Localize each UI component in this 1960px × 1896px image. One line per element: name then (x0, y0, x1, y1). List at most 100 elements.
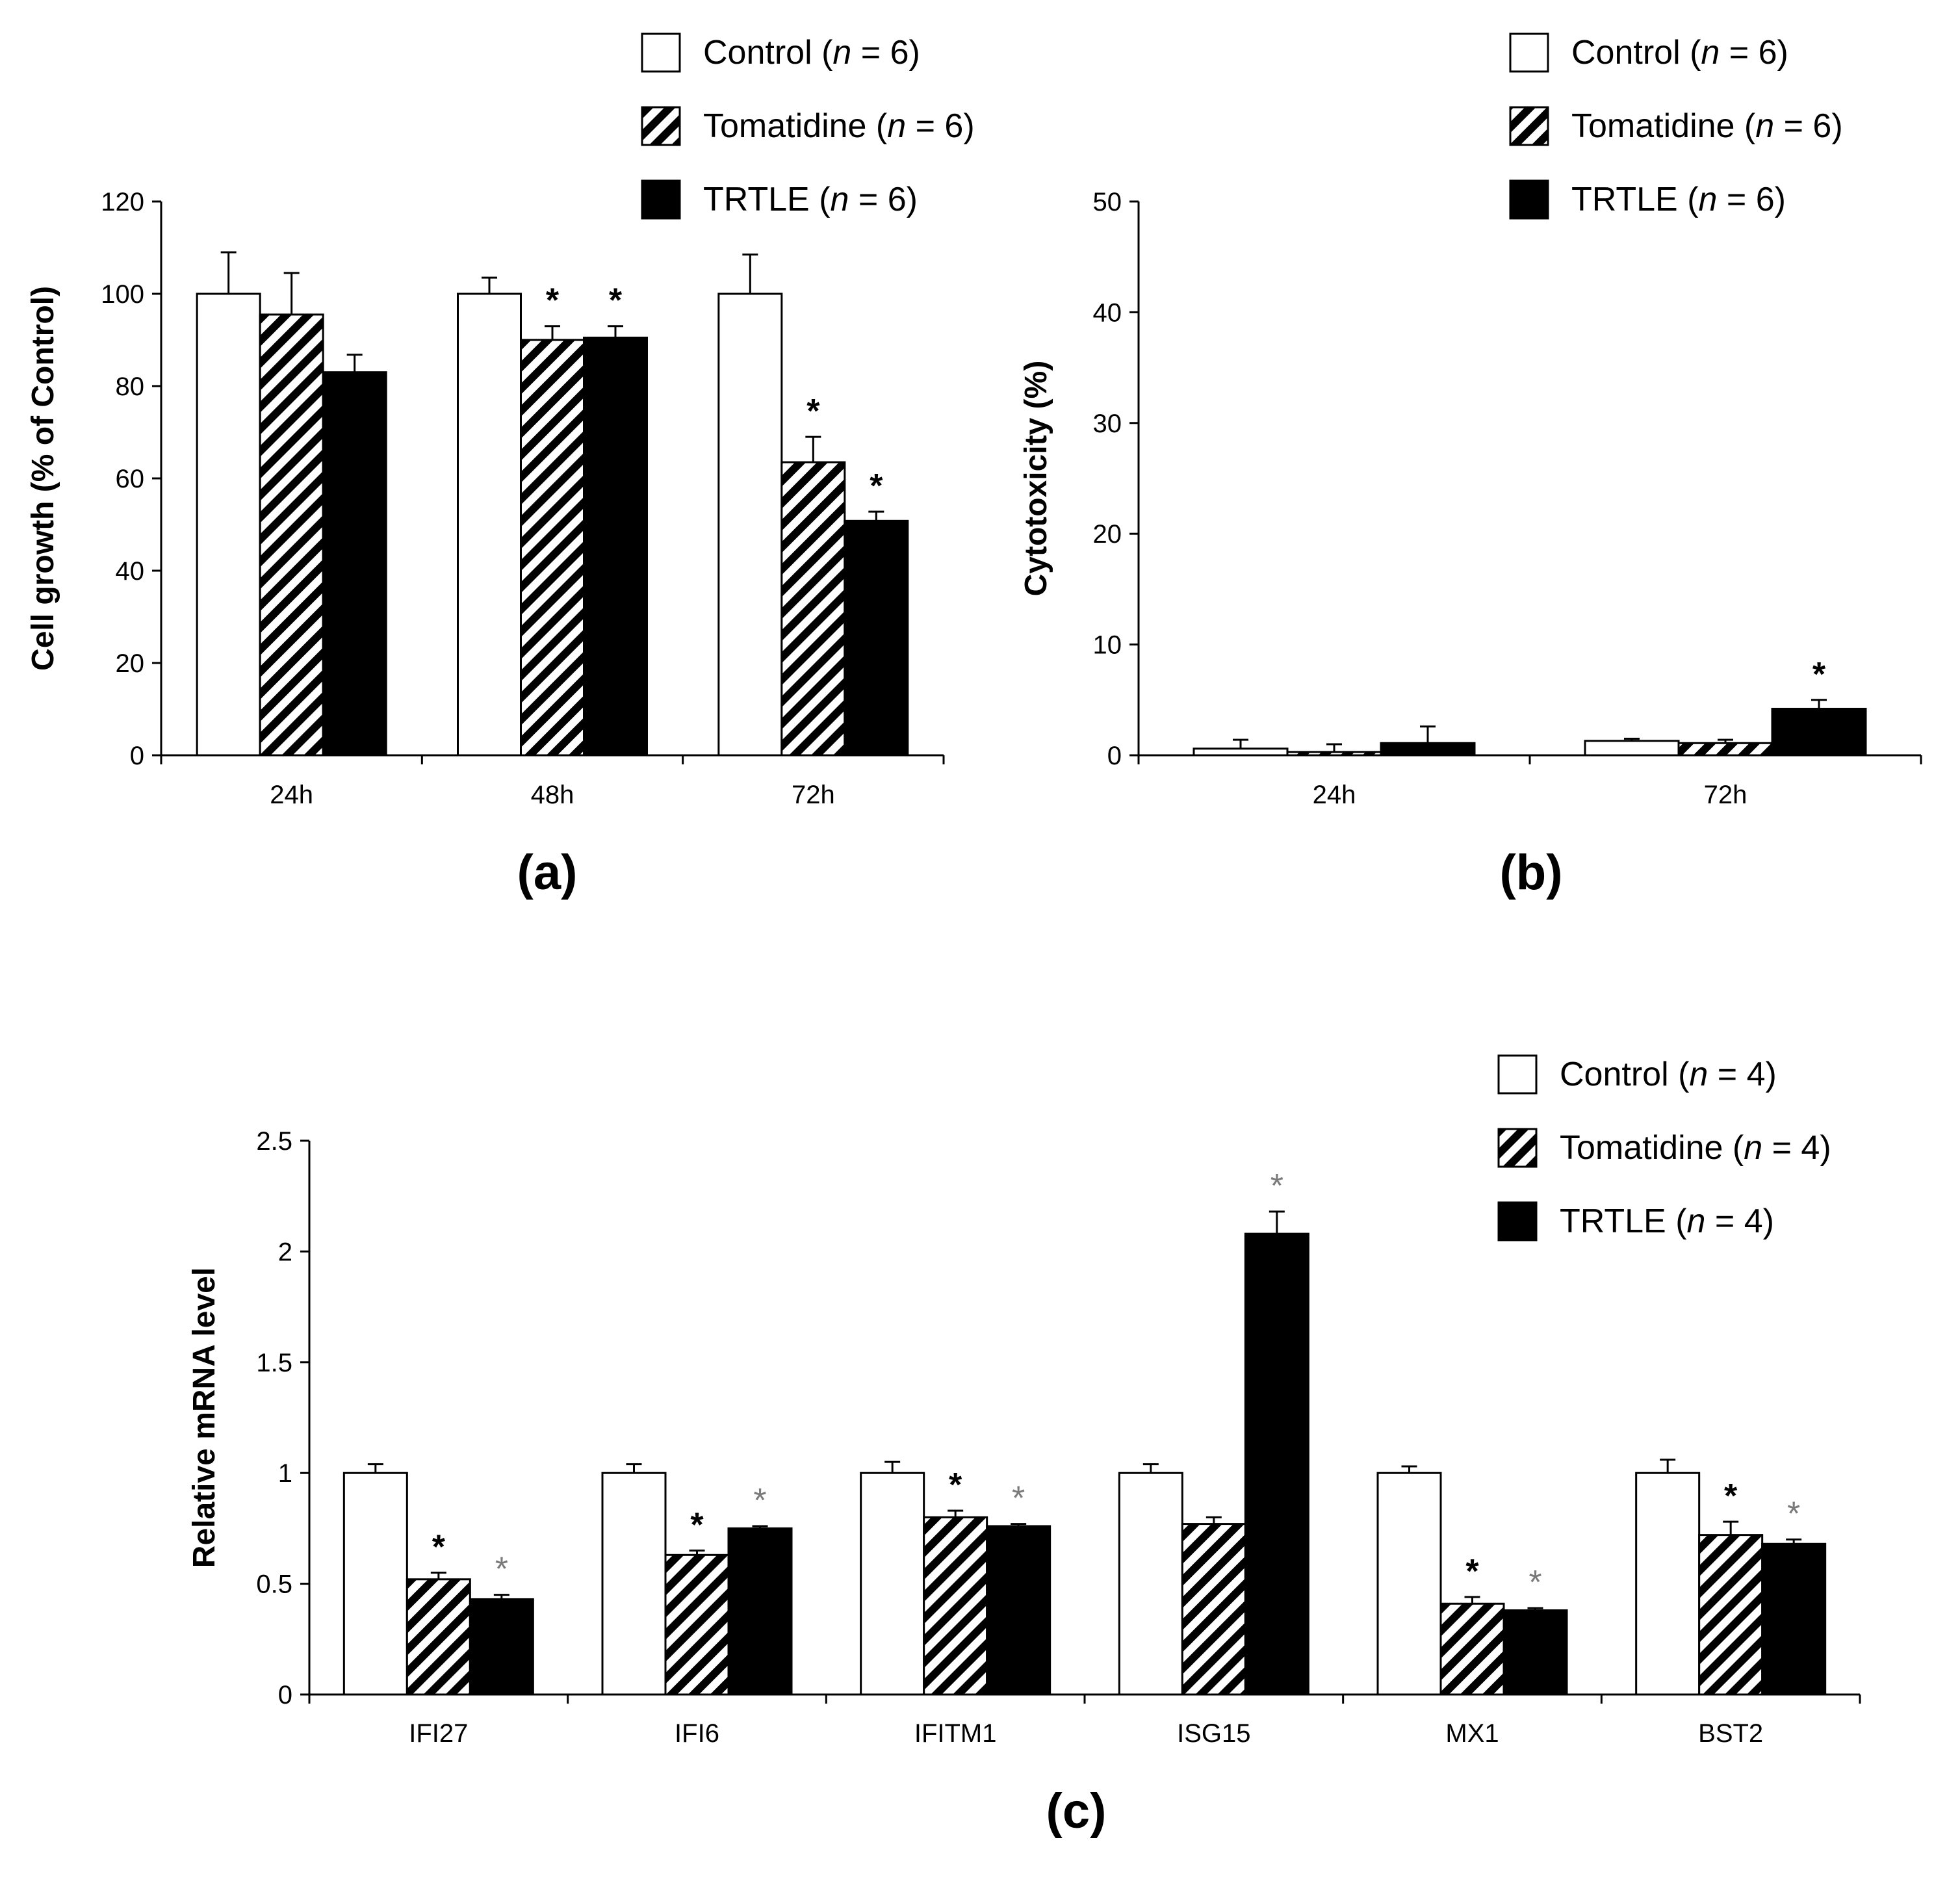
y-tick-label: 80 (116, 372, 145, 401)
bar (860, 1472, 925, 1696)
y-tick-label: 0 (1107, 742, 1122, 770)
legend-swatch (1509, 106, 1549, 146)
significance-marker: * (546, 282, 560, 320)
significance-marker: * (432, 1529, 446, 1566)
x-category-label: IFITM1 (914, 1719, 997, 1748)
bar (1118, 1472, 1183, 1696)
significance-marker: * (495, 1551, 508, 1589)
bar (457, 292, 522, 757)
bar (196, 292, 261, 757)
bar (1761, 1542, 1827, 1696)
legend-label: Tomatidine (n = 4) (1560, 1129, 1831, 1167)
y-axis-label: Relative mRNA level (187, 1267, 222, 1568)
bar (1635, 1472, 1701, 1696)
legend-swatch (641, 179, 681, 220)
bar (259, 313, 324, 757)
significance-marker: * (1787, 1495, 1800, 1533)
bar (717, 292, 783, 757)
bar (1584, 740, 1680, 757)
bar (406, 1578, 471, 1696)
x-category-label: 72h (792, 781, 835, 809)
legend-label: TRTLE (n = 4) (1560, 1202, 1774, 1240)
significance-marker: * (806, 393, 820, 430)
y-tick-label: 0 (130, 742, 144, 770)
y-axis-label: Cell growth (% of Control) (26, 286, 60, 671)
legend-label: Tomatidine (n = 6) (703, 107, 975, 145)
bar (1244, 1232, 1309, 1696)
panel-label: (c) (1046, 1784, 1107, 1839)
legend-label: Control (n = 6) (1571, 34, 1788, 71)
y-tick-label: 1 (278, 1459, 292, 1488)
bar (322, 371, 387, 757)
y-tick-label: 30 (1093, 409, 1122, 438)
x-category-label: MX1 (1445, 1719, 1499, 1748)
significance-marker: * (1270, 1167, 1283, 1205)
significance-marker: * (753, 1482, 766, 1520)
legend-label: Control (n = 6) (703, 34, 920, 71)
bar (1193, 747, 1289, 757)
significance-marker: * (870, 467, 883, 505)
x-category-label: IFI6 (675, 1719, 719, 1748)
y-tick-label: 1.5 (256, 1349, 292, 1377)
bar (664, 1553, 730, 1696)
bar (1286, 751, 1382, 757)
y-tick-label: 0 (278, 1681, 292, 1709)
bar (1771, 707, 1867, 757)
legend-swatch (1509, 179, 1549, 220)
legend-swatch (641, 106, 681, 146)
bar (727, 1527, 793, 1696)
x-category-label: ISG15 (1177, 1719, 1250, 1748)
bar (520, 339, 585, 757)
y-tick-label: 20 (116, 649, 145, 678)
legend-swatch (1497, 1054, 1538, 1095)
y-tick-label: 10 (1093, 631, 1122, 660)
x-category-label: 24h (1313, 781, 1356, 809)
y-tick-label: 2 (278, 1238, 292, 1266)
bar (986, 1525, 1051, 1696)
bar (923, 1516, 988, 1696)
bar (1502, 1609, 1568, 1696)
chart-a: 0 20 40 60 80 100 120 24h 48h 72h * * * * Cell growth … (26, 32, 975, 900)
significance-marker: * (1812, 656, 1826, 694)
y-tick-label: 20 (1093, 520, 1122, 549)
y-tick-label: 120 (101, 188, 144, 216)
y-tick-label: 100 (101, 280, 144, 309)
legend-swatch (1497, 1201, 1538, 1241)
legend-label: Control (n = 4) (1560, 1056, 1777, 1093)
significance-marker: * (690, 1506, 704, 1544)
significance-marker: * (1724, 1477, 1738, 1515)
panel-label: (b) (1499, 845, 1562, 900)
legend: Control (n = 4) Tomatidine (n = 4) TRTLE (… (1497, 1054, 1831, 1241)
y-axis-label: Cytotoxicity (%) (1019, 361, 1053, 597)
bar (1698, 1534, 1764, 1696)
legend: Control (n = 6) Tomatidine (n = 6) TRTLE (… (1509, 32, 1843, 220)
legend-label: TRTLE (n = 6) (1571, 181, 1786, 218)
y-tick-label: 2.5 (256, 1127, 292, 1156)
bar (1181, 1523, 1246, 1696)
bar (583, 336, 648, 757)
legend: Control (n = 6) Tomatidine (n = 6) TRTLE (… (641, 32, 975, 220)
legend-swatch (1509, 32, 1549, 73)
bar (601, 1472, 667, 1696)
significance-marker: * (949, 1466, 962, 1504)
x-category-label: IFI27 (409, 1719, 468, 1748)
x-category-label: 72h (1704, 781, 1747, 809)
significance-marker: * (1465, 1553, 1479, 1591)
bar (1380, 742, 1476, 757)
legend-swatch (1497, 1128, 1538, 1168)
bar (1677, 742, 1773, 757)
significance-marker: * (1528, 1564, 1541, 1602)
bar (1439, 1602, 1505, 1696)
bar (1376, 1472, 1442, 1696)
bar (469, 1598, 534, 1696)
significance-marker: * (609, 282, 623, 320)
y-tick-label: 60 (116, 465, 145, 493)
x-category-label: 48h (531, 781, 574, 809)
chart-c: 0 0.5 1 1.5 2 2.5 IFI27 IFI6 IFITM1 ISG15 MX1 BST2 *… (187, 1054, 1861, 1839)
legend-swatch (641, 32, 681, 73)
panel-label: (a) (517, 845, 578, 900)
y-tick-label: 50 (1093, 188, 1122, 216)
bar (780, 461, 846, 757)
x-category-label: BST2 (1698, 1719, 1763, 1748)
